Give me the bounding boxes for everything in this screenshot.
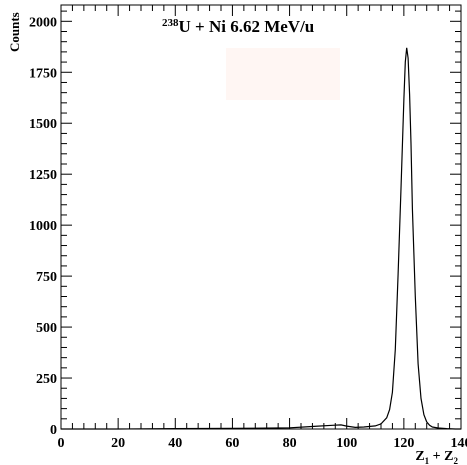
y-tick-label: 1750: [29, 66, 57, 81]
y-tick-label: 2000: [29, 15, 57, 30]
x-tick-label: 140: [451, 436, 467, 451]
title-superscript: 238: [162, 17, 179, 29]
x-tick-label: 80: [283, 436, 297, 451]
series-curve: [61, 47, 461, 430]
plot-frame: [60, 4, 462, 430]
x-tick-label: 40: [168, 436, 182, 451]
x-tick-label: 0: [58, 436, 65, 451]
x-axis-label-z2: Z: [444, 449, 453, 464]
x-axis-label-plus: +: [429, 449, 444, 464]
faint-highlight-box: [226, 48, 340, 100]
y-tick-label: 0: [50, 423, 57, 438]
x-tick-label: 100: [336, 436, 357, 451]
x-axis-label-sub2: 2: [454, 456, 459, 465]
x-axis-label: Z1 + Z2: [415, 449, 458, 465]
x-tick-label: 20: [111, 436, 125, 451]
x-axis-label-z1: Z: [415, 449, 424, 464]
x-tick-label: 120: [393, 436, 414, 451]
title-text: U + Ni 6.62 MeV/u: [179, 17, 315, 36]
y-axis-label: Counts: [7, 12, 22, 52]
y-tick-label: 1250: [29, 168, 57, 183]
y-tick-label: 750: [36, 270, 57, 285]
x-tick-label: 60: [225, 436, 239, 451]
ticks: [60, 5, 462, 430]
y-tick-label: 500: [36, 321, 57, 336]
y-tick-label: 1500: [29, 117, 57, 132]
tick-labels: 0 20 40 60 80 100 120 140 0 250 500 750 1000 1250 1500…: [29, 15, 467, 451]
y-tick-label: 250: [36, 372, 57, 387]
chart-title: 238U + Ni 6.62 MeV/u: [162, 17, 314, 36]
y-tick-label: 1000: [29, 219, 57, 234]
x-axis-label-sub1: 1: [425, 456, 430, 465]
